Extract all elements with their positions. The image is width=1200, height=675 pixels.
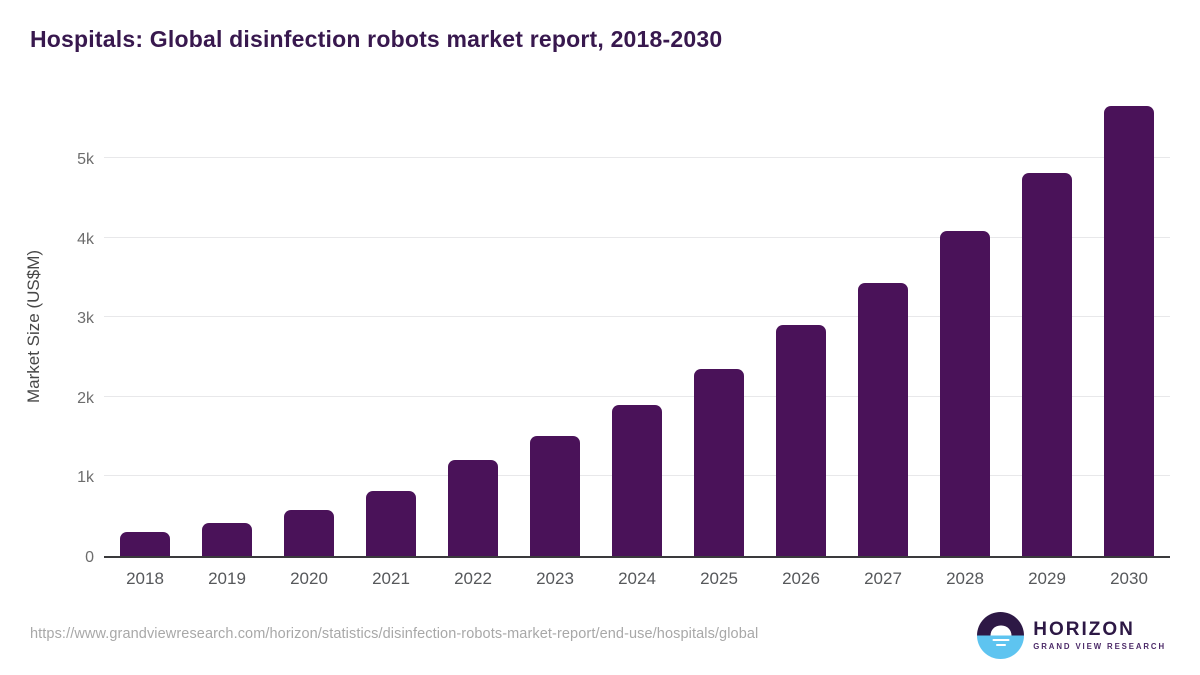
sun-reflection-line [995, 643, 1006, 647]
page-title: Hospitals: Global disinfection robots ma… [30, 26, 723, 52]
logo-subtitle: GRAND VIEW RESEARCH [1033, 642, 1166, 652]
y-tick-label-3k: 3k [77, 310, 94, 328]
y-tick-label-2k: 2k [77, 389, 94, 407]
sun-shape [990, 625, 1012, 636]
y-axis-tick-labels: 0 1k 2k 3k 4k 5k [40, 95, 94, 566]
x-tick-label-2025: 2025 [700, 569, 738, 588]
x-tick-label-2022: 2022 [454, 569, 492, 588]
x-tick-label-2028: 2028 [946, 569, 984, 588]
x-axis-tick-labels: 2018 2019 2020 2021 2022 2023 2024 2025 2026 2027… [104, 569, 1170, 589]
x-tick-label-2023: 2023 [536, 569, 574, 588]
horizon-logo: HORIZON GRAND VIEW RESEARCH [977, 612, 1166, 659]
plot-area [104, 95, 1170, 558]
x-tick-label-2029: 2029 [1028, 569, 1066, 588]
x-tick-label-2020: 2020 [290, 569, 328, 588]
gridline-4k [104, 236, 1170, 238]
y-tick-label-4k: 4k [77, 230, 94, 248]
y-tick-label-1k: 1k [77, 469, 94, 487]
gridline-2k [104, 395, 1170, 397]
sun-reflection-line [992, 638, 1010, 642]
bar-2027[interactable] [858, 282, 908, 556]
bar-2029[interactable] [1022, 173, 1072, 556]
bar-2026[interactable] [776, 325, 826, 556]
bar-2022[interactable] [448, 459, 498, 556]
y-tick-label-5k: 5k [77, 151, 94, 169]
bar-2030[interactable] [1104, 106, 1154, 556]
bar-2028[interactable] [940, 231, 990, 556]
bar-2021[interactable] [366, 490, 416, 556]
gridline-3k [104, 316, 1170, 318]
y-tick-label-0: 0 [85, 549, 94, 566]
x-tick-label-2024: 2024 [618, 569, 656, 588]
x-tick-label-2018: 2018 [126, 569, 164, 588]
x-tick-label-2019: 2019 [208, 569, 246, 588]
bar-2020[interactable] [284, 509, 334, 556]
x-tick-label-2026: 2026 [782, 569, 820, 588]
bar-2025[interactable] [694, 368, 744, 556]
x-tick-label-2021: 2021 [372, 569, 410, 588]
bar-2024[interactable] [612, 404, 662, 556]
sun-over-horizon-icon [977, 612, 1025, 659]
gridline-5k [104, 157, 1170, 159]
x-tick-label-2027: 2027 [864, 569, 902, 588]
logo-wordmark: HORIZON [1033, 618, 1135, 640]
source-url: https://www.grandviewresearch.com/horizo… [30, 626, 759, 642]
bar-2019[interactable] [202, 523, 252, 556]
bar-2018[interactable] [120, 532, 170, 556]
logo-text: HORIZON GRAND VIEW RESEARCH [1033, 618, 1166, 652]
bar-2023[interactable] [530, 435, 580, 556]
x-tick-label-2030: 2030 [1110, 569, 1148, 588]
bar-series [104, 95, 1170, 556]
